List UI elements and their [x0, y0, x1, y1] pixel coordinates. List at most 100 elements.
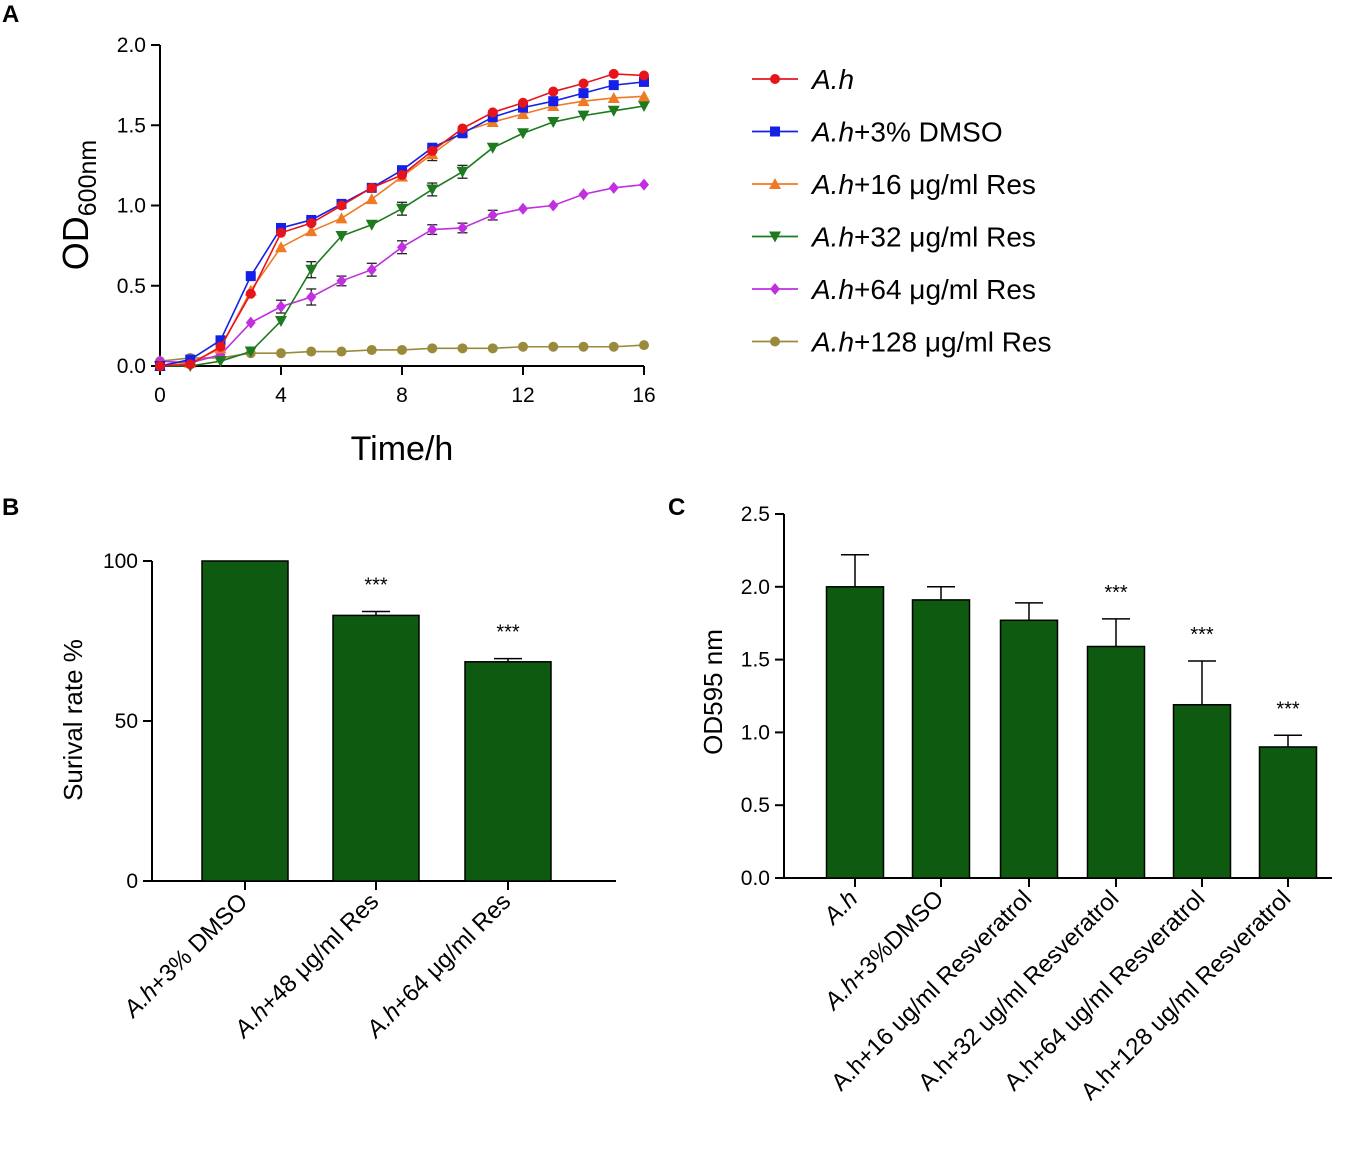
data-point	[486, 142, 499, 154]
legend-swatch-marker	[769, 178, 781, 189]
y-tick-label: 50	[115, 710, 138, 733]
data-point	[275, 241, 287, 253]
legend-label: A.h	[810, 64, 854, 95]
category-label: A.h+3% DMSO	[117, 888, 253, 1024]
data-point	[427, 343, 438, 354]
y-tick-label: 0.5	[741, 794, 770, 817]
data-point	[306, 218, 317, 229]
series-2	[155, 76, 649, 371]
data-point	[155, 361, 165, 371]
data-point	[517, 128, 529, 140]
series-3	[154, 90, 650, 371]
data-point	[305, 264, 318, 276]
data-point	[335, 212, 348, 224]
legend-label: A.h+128 μg/ml Res	[810, 327, 1051, 358]
series-1	[155, 68, 649, 371]
y-tick-label: 1.0	[117, 195, 146, 218]
legend-label: A.h+16 μg/ml Res	[810, 169, 1036, 200]
bar-group-1: A.h	[817, 554, 885, 931]
data-point	[487, 107, 498, 118]
data-point	[639, 76, 649, 87]
bar-group-1: A.h+3% DMSO	[117, 560, 289, 1024]
bar	[201, 560, 289, 882]
data-point	[276, 300, 286, 313]
data-point	[638, 100, 650, 112]
y-tick-label: 1.5	[741, 649, 770, 672]
legend-item-5: A.h+64 μg/ml Res	[752, 274, 1036, 305]
legend-swatch-marker	[770, 74, 780, 84]
series-line	[159, 81, 645, 367]
data-point	[426, 184, 439, 196]
legend-label: A.h+3% DMSO	[810, 117, 1003, 148]
category-label: A.h	[817, 885, 863, 931]
data-point	[608, 181, 619, 194]
data-point	[397, 241, 407, 254]
bar	[464, 661, 552, 882]
data-point	[397, 170, 407, 181]
data-point	[548, 199, 559, 212]
data-point	[305, 225, 318, 237]
panel-label-a: A	[2, 1, 19, 28]
legend-swatch-marker	[770, 336, 780, 347]
data-point	[306, 346, 317, 357]
growth-curve-legend: A.h A.h+3% DMSO A.h+16 μg/ml Res A.h+32 μg/…	[752, 64, 1051, 358]
y-tick-label: 0	[126, 870, 138, 893]
y-tick-label: 0.0	[741, 867, 770, 890]
data-point	[608, 341, 619, 352]
x-tick-label: 0	[154, 384, 166, 407]
data-point	[427, 223, 438, 236]
significance-marker: ***	[1276, 698, 1300, 720]
data-point	[366, 182, 377, 193]
data-point	[245, 316, 256, 329]
y-axis-title: OD595 nm	[698, 629, 728, 755]
data-point	[457, 343, 468, 354]
x-tick-label: 4	[275, 384, 287, 407]
data-point	[245, 288, 256, 299]
data-point	[638, 90, 650, 102]
legend-item-3: A.h+16 μg/ml Res	[752, 169, 1036, 200]
data-point	[487, 209, 498, 222]
data-point	[639, 178, 649, 191]
data-point	[396, 203, 408, 215]
data-point	[365, 193, 378, 205]
bar	[332, 614, 420, 882]
data-point	[578, 78, 589, 89]
data-point	[365, 219, 378, 231]
data-point	[276, 348, 286, 359]
category-label: A.h+48 μg/ml Res	[228, 888, 384, 1044]
data-point	[215, 341, 226, 352]
data-point	[487, 343, 498, 354]
bar	[911, 599, 971, 879]
y-tick-label: 0.5	[117, 275, 146, 298]
data-point	[336, 346, 347, 357]
legend-swatch-marker	[770, 126, 780, 137]
data-point	[336, 200, 347, 211]
y-tick-label: 2.0	[117, 34, 146, 57]
bar	[999, 619, 1059, 879]
data-point	[608, 68, 619, 79]
data-point	[336, 274, 347, 287]
data-point	[578, 188, 589, 201]
data-point	[335, 230, 348, 242]
data-point	[214, 356, 227, 368]
panel-label-b: B	[2, 494, 19, 521]
legend-label: A.h+64 μg/ml Res	[810, 274, 1036, 305]
data-point	[577, 95, 590, 107]
x-tick-label: 16	[632, 384, 655, 407]
data-point	[457, 123, 468, 134]
data-point	[639, 70, 649, 81]
data-point	[366, 344, 377, 355]
legend-swatch-marker	[769, 231, 781, 243]
legend-label: A.h+32 μg/ml Res	[810, 222, 1036, 253]
data-point	[244, 346, 257, 358]
significance-marker: ***	[1190, 624, 1214, 646]
legend-item-1: A.h	[752, 64, 854, 95]
y-tick-label: 1.0	[741, 721, 770, 744]
significance-marker: ***	[364, 575, 388, 597]
panel-label-c: C	[668, 494, 685, 521]
data-point	[185, 359, 196, 370]
category-label: A.h+64 μg/ml Res	[360, 888, 516, 1044]
y-tick-label: 0.0	[117, 355, 146, 378]
series-6	[155, 340, 649, 367]
